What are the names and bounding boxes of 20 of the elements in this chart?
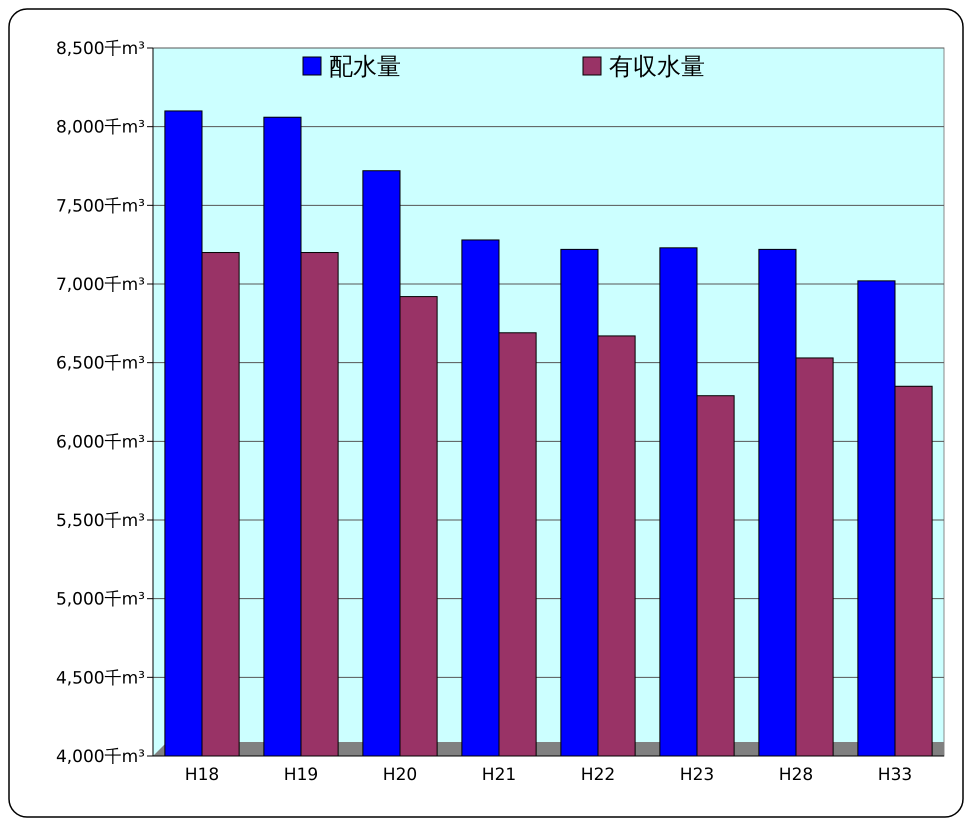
y-tick-label: 4,500千m³	[56, 668, 145, 688]
y-tick-label: 6,000千m³	[56, 432, 145, 452]
y-tick-label: 8,000千m³	[56, 118, 145, 138]
x-tick-label: H19	[284, 765, 318, 785]
x-tick-label: H18	[184, 765, 220, 785]
y-tick-label: 5,500千m³	[56, 510, 145, 531]
y-tick-label: 6,500千m³	[56, 354, 145, 374]
y-tick-label: 8,500千m³	[56, 38, 145, 59]
x-tick-label: H20	[382, 765, 418, 785]
legend-label: 配水量	[329, 52, 401, 80]
x-tick-label: H21	[482, 765, 516, 785]
y-tick-label: 7,500千m³	[56, 196, 145, 216]
y-tick-label: 4,000千m³	[56, 746, 145, 767]
x-tick-label: H22	[580, 765, 616, 785]
legend-label: 有収水量	[609, 52, 705, 80]
y-tick-label: 7,000千m³	[56, 274, 145, 295]
y-tick-label: 5,000千m³	[56, 590, 145, 610]
x-tick-label: H33	[878, 765, 912, 785]
x-tick-label: H28	[778, 765, 814, 785]
x-tick-label: H23	[680, 765, 714, 785]
